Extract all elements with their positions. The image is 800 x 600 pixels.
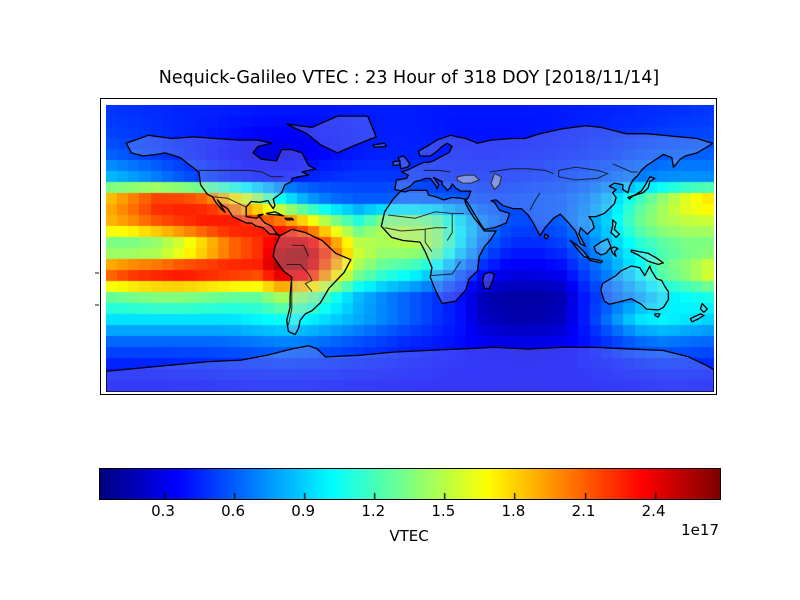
greenland-landmass — [286, 115, 377, 154]
plot-title: Nequick-Galileo VTEC : 23 Hour of 318 DO… — [158, 68, 660, 88]
colorbar-ticklabel: 1.2 — [361, 502, 386, 520]
colorbar-ticklabel: 1.8 — [501, 502, 526, 520]
colorbar-ticklabel: 0.3 — [151, 502, 175, 520]
border-us-canada — [198, 169, 284, 178]
border-ne-africa — [446, 213, 453, 241]
colorbar-gradient-canvas — [100, 469, 720, 499]
border-central-asia — [489, 168, 554, 175]
sulawesi-landmass — [610, 246, 619, 258]
colorbar-ticklabel: 2.4 — [641, 502, 666, 520]
border-central-africa — [424, 229, 433, 252]
caspian-sea-outline — [490, 172, 502, 191]
japan-landmass — [627, 176, 656, 200]
coastlines-overlay — [106, 115, 714, 392]
borneo-landmass — [593, 238, 612, 256]
colorbar-axes — [99, 468, 721, 500]
colorbar-ticklabel: 1.5 — [431, 502, 456, 520]
java-landmass — [586, 257, 604, 264]
north-america-landmass — [125, 134, 317, 237]
left-axis-tick — [95, 272, 99, 274]
new-zealand-south-landmass — [689, 313, 705, 323]
border-sahel — [384, 227, 448, 232]
border-mongolia — [558, 166, 609, 181]
colorbar-ticklabel: 0.9 — [291, 502, 316, 520]
new-guinea-landmass — [630, 249, 665, 266]
map-axes — [100, 98, 717, 395]
black-sea-outline — [456, 174, 481, 184]
iceland-landmass — [372, 142, 388, 148]
south-america-landmass — [272, 228, 352, 336]
border-central-europe — [423, 169, 451, 173]
australia-landmass — [600, 265, 670, 311]
border-chile-argentina — [287, 277, 293, 326]
colorbar-offset-text: 1e17 — [681, 521, 719, 539]
border-southern-africa — [430, 261, 462, 277]
tasmania-landmass — [654, 313, 661, 318]
afro-eurasia-landmass — [380, 125, 713, 305]
border-us-mexico — [212, 196, 247, 208]
madagascar-landmass — [481, 271, 496, 289]
ireland-landmass — [392, 160, 401, 167]
border-amur — [612, 163, 638, 173]
colorbar-ticklabel: 0.6 — [221, 502, 245, 520]
cuba-landmass — [265, 211, 285, 217]
border-sahara — [387, 211, 465, 219]
antarctica-landmass — [106, 345, 714, 392]
border-india-pakistan — [529, 192, 541, 211]
border-south-america-1 — [286, 263, 313, 292]
left-axis-tick — [95, 304, 99, 306]
hispaniola-landmass — [284, 217, 295, 221]
philippines-landmass — [610, 219, 621, 238]
border-south-america-2 — [291, 244, 310, 257]
colorbar-axis-label: VTEC — [389, 527, 429, 545]
sri-lanka-landmass — [543, 233, 550, 240]
new-zealand-north-landmass — [699, 302, 708, 313]
colorbar-ticklabel: 2.1 — [571, 502, 596, 520]
vtec-heatmap-canvas — [106, 105, 714, 392]
